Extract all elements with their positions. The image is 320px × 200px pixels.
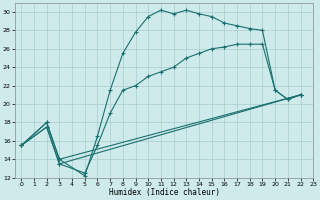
X-axis label: Humidex (Indice chaleur): Humidex (Indice chaleur) [108, 188, 220, 197]
